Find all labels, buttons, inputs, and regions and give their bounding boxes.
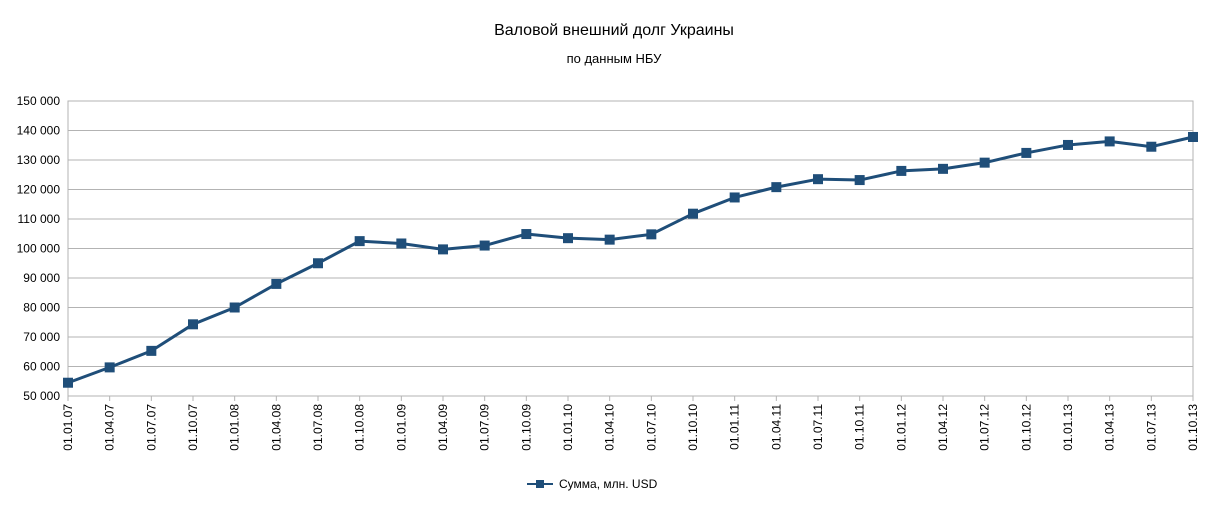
data-point <box>646 229 657 240</box>
data-point <box>313 258 323 269</box>
x-axis: 01.01.07 01.04.07 01.07.07 01.10.07 01.01.08… <box>61 396 1200 451</box>
x-tick-label: 01.01.09 <box>394 404 408 451</box>
chart-subtitle: по данным НБУ <box>566 51 662 66</box>
x-tick-label: 01.04.12 <box>936 404 950 451</box>
x-tick-label: 01.01.10 <box>561 404 575 451</box>
x-tick-label: 01.07.07 <box>144 404 158 451</box>
chart-title: Валовой внешний долг Украины <box>494 22 734 39</box>
data-point <box>1188 131 1198 142</box>
x-tick-label: 01.01.08 <box>228 404 242 451</box>
data-point <box>146 345 157 356</box>
plot-area <box>67 100 1194 397</box>
x-tick-label: 01.07.13 <box>1144 404 1158 451</box>
data-point <box>771 182 782 193</box>
x-tick-label: 01.07.12 <box>978 404 992 451</box>
x-tick-label: 01.10.11 <box>853 404 867 450</box>
y-tick-label: 60 000 <box>23 360 60 374</box>
x-tick-label: 01.04.13 <box>1103 404 1117 451</box>
gridlines <box>68 100 1193 397</box>
y-tick-label: 50 000 <box>23 389 60 403</box>
legend-marker-icon <box>527 478 553 490</box>
data-point <box>979 157 990 168</box>
data-point <box>813 174 823 185</box>
data-point <box>938 163 948 174</box>
data-point <box>854 175 865 186</box>
data-point <box>479 240 490 251</box>
data-point <box>563 233 573 244</box>
x-tick-label: 01.07.09 <box>478 404 492 451</box>
data-point <box>188 319 198 330</box>
x-tick-label: 01.01.13 <box>1061 404 1075 451</box>
x-tick-label: 01.10.07 <box>186 404 200 451</box>
data-point <box>354 236 365 247</box>
x-tick-label: 01.01.12 <box>894 404 908 451</box>
x-tick-label: 01.04.10 <box>603 404 617 451</box>
x-tick-label: 01.01.07 <box>61 404 75 451</box>
data-point <box>396 238 407 249</box>
data-point <box>1021 147 1032 158</box>
legend-label: Сумма, млн. USD <box>559 477 658 491</box>
y-tick-label: 110 000 <box>18 212 61 226</box>
legend: Сумма, млн. USD <box>527 477 657 491</box>
x-tick-label: 01.10.09 <box>519 404 533 451</box>
data-point <box>63 377 73 388</box>
data-point <box>1104 136 1115 147</box>
series-group <box>63 131 1198 388</box>
y-tick-label: 90 000 <box>23 271 60 285</box>
data-point <box>229 302 240 313</box>
data-point <box>271 278 282 289</box>
data-point <box>438 244 448 255</box>
data-point <box>1146 141 1157 152</box>
x-tick-label: 01.07.08 <box>311 404 325 451</box>
data-point <box>521 229 532 240</box>
y-tick-label: 70 000 <box>23 330 60 344</box>
x-tick-label: 01.04.07 <box>103 404 117 451</box>
x-tick-label: 01.10.12 <box>1019 404 1033 451</box>
data-point <box>729 192 740 203</box>
x-tick-label: 01.10.10 <box>686 404 700 451</box>
y-tick-label: 80 000 <box>23 301 60 315</box>
x-tick-label: 01.10.13 <box>1186 404 1200 451</box>
x-tick-label: 01.04.11 <box>769 404 783 450</box>
y-axis: 50 000 60 000 70 000 80 000 90 000 100 000 110… <box>17 94 61 403</box>
data-point <box>1063 139 1073 150</box>
y-tick-label: 130 000 <box>17 153 61 167</box>
x-tick-label: 01.07.10 <box>644 404 658 451</box>
y-tick-label: 120 000 <box>17 183 61 197</box>
series-line <box>67 135 1194 385</box>
x-tick-label: 01.04.09 <box>436 404 450 451</box>
data-point <box>896 165 907 176</box>
y-tick-label: 140 000 <box>17 124 61 138</box>
data-point <box>104 362 115 373</box>
x-tick-label: 01.07.11 <box>811 404 825 450</box>
data-point <box>604 234 615 245</box>
x-tick-label: 01.01.11 <box>728 404 742 450</box>
x-tick-label: 01.04.08 <box>269 404 283 451</box>
y-tick-label: 150 000 <box>17 94 61 108</box>
y-tick-label: 100 000 <box>17 242 61 256</box>
x-tick-label: 01.10.08 <box>353 404 367 451</box>
data-point <box>688 208 698 219</box>
